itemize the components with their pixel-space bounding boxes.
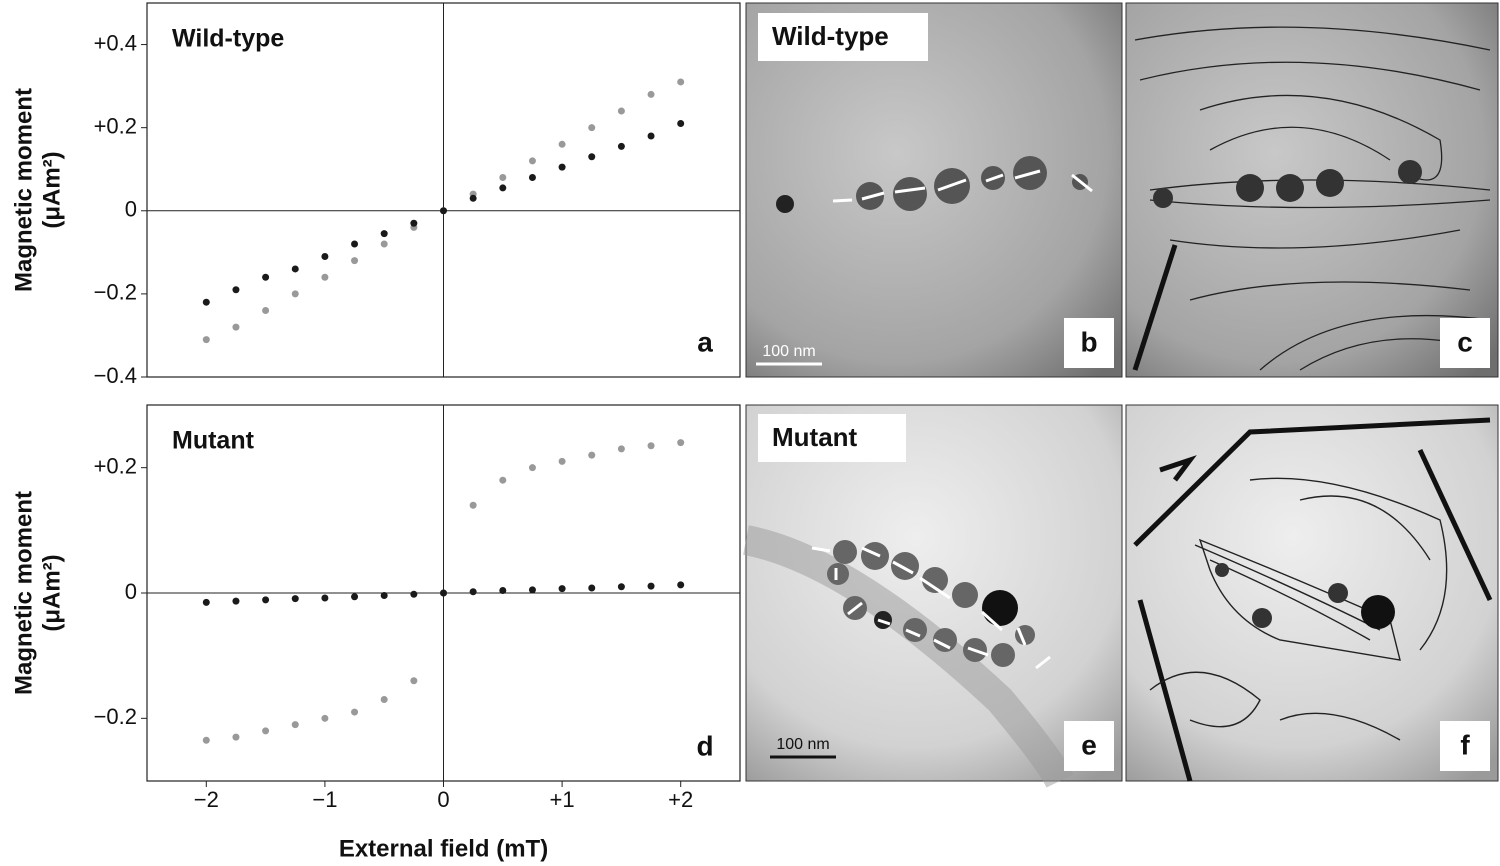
data-point	[499, 184, 507, 192]
data-point	[410, 590, 418, 598]
micrograph-e: Mutant 100 nm e	[742, 404, 1123, 788]
data-point	[588, 153, 596, 161]
x-tick-label: 0	[437, 787, 449, 812]
data-point	[588, 451, 596, 459]
image-label: Wild-type	[772, 21, 889, 51]
data-point	[202, 598, 210, 606]
data-point	[232, 286, 240, 294]
data-point	[351, 240, 359, 248]
y-axis-label: (μAm²)	[38, 554, 65, 631]
panel-label: f	[1460, 729, 1470, 760]
data-point	[291, 265, 299, 273]
data-point	[528, 174, 536, 182]
panel-label: b	[1080, 326, 1097, 357]
data-point	[351, 593, 359, 601]
data-point	[469, 501, 477, 509]
y-tick-label: −0.2	[94, 704, 137, 729]
data-point	[202, 298, 210, 306]
data-point	[380, 696, 388, 704]
data-point	[321, 252, 329, 260]
data-point	[202, 336, 210, 344]
data-point	[291, 721, 299, 729]
data-point	[647, 132, 655, 140]
data-point	[321, 594, 329, 602]
data-point	[232, 597, 240, 605]
data-point	[262, 273, 270, 281]
data-point	[232, 733, 240, 741]
data-point	[617, 445, 625, 453]
x-tick-label: −2	[194, 787, 219, 812]
panel-label: a	[697, 326, 713, 357]
y-tick-label: 0	[125, 197, 137, 222]
data-point	[588, 124, 596, 132]
y-tick-label: −0.4	[94, 363, 137, 388]
data-point	[647, 442, 655, 450]
data-point	[499, 476, 507, 484]
data-point	[291, 595, 299, 603]
data-point	[558, 457, 566, 465]
y-axis-label: Magnetic moment	[10, 491, 37, 695]
x-axis-label: External field (mT)	[339, 835, 548, 862]
data-point	[262, 307, 270, 315]
data-point	[232, 323, 240, 331]
data-point	[677, 120, 685, 128]
data-point	[647, 582, 655, 590]
data-point	[558, 163, 566, 171]
data-point	[380, 592, 388, 600]
data-point	[558, 140, 566, 148]
data-point	[440, 207, 447, 215]
data-point	[499, 174, 507, 182]
data-point	[677, 581, 685, 589]
data-point	[617, 142, 625, 150]
data-point	[647, 90, 655, 98]
data-point	[677, 439, 685, 447]
data-point	[321, 273, 329, 281]
image-label: Mutant	[772, 422, 858, 452]
y-axis-label: (μAm²)	[38, 151, 65, 228]
y-tick-label: +0.2	[94, 453, 137, 478]
micrograph-f: f	[1125, 404, 1499, 782]
panel-label: e	[1081, 729, 1097, 760]
y-tick-label: +0.4	[94, 30, 137, 55]
data-point	[469, 194, 477, 202]
data-point	[528, 157, 536, 165]
data-point	[617, 107, 625, 115]
data-point	[528, 464, 536, 472]
data-point	[202, 736, 210, 744]
y-axis-label: Magnetic moment	[10, 88, 37, 292]
scale-bar-label: 100 nm	[776, 736, 829, 753]
data-point	[262, 727, 270, 735]
x-tick-label: +2	[668, 787, 693, 812]
data-point	[469, 588, 477, 596]
x-tick-label: +1	[550, 787, 575, 812]
data-point	[588, 584, 596, 592]
x-tick-label: −1	[312, 787, 337, 812]
data-point	[410, 219, 418, 227]
y-tick-label: +0.2	[94, 113, 137, 138]
y-tick-label: −0.2	[94, 280, 137, 305]
data-point	[528, 586, 536, 594]
data-point	[380, 240, 388, 248]
panel-label: c	[1457, 326, 1473, 357]
data-point	[351, 257, 359, 265]
data-point	[410, 677, 418, 685]
micrograph-c: c	[1125, 2, 1499, 378]
y-tick-label: 0	[125, 579, 137, 604]
data-point	[291, 290, 299, 298]
annotation: Mutant	[172, 427, 255, 455]
data-point	[499, 586, 507, 594]
micrograph-b: Wild-type 100 nm b	[745, 2, 1123, 378]
data-point	[262, 596, 270, 604]
data-point	[380, 230, 388, 238]
data-point	[321, 714, 329, 722]
data-point	[351, 708, 359, 716]
data-point	[440, 589, 447, 597]
data-point	[558, 585, 566, 593]
data-point	[677, 78, 685, 86]
data-point	[617, 583, 625, 591]
annotation: Wild-type	[172, 25, 284, 53]
panel-label: d	[696, 730, 713, 761]
scale-bar-label: 100 nm	[762, 343, 815, 360]
